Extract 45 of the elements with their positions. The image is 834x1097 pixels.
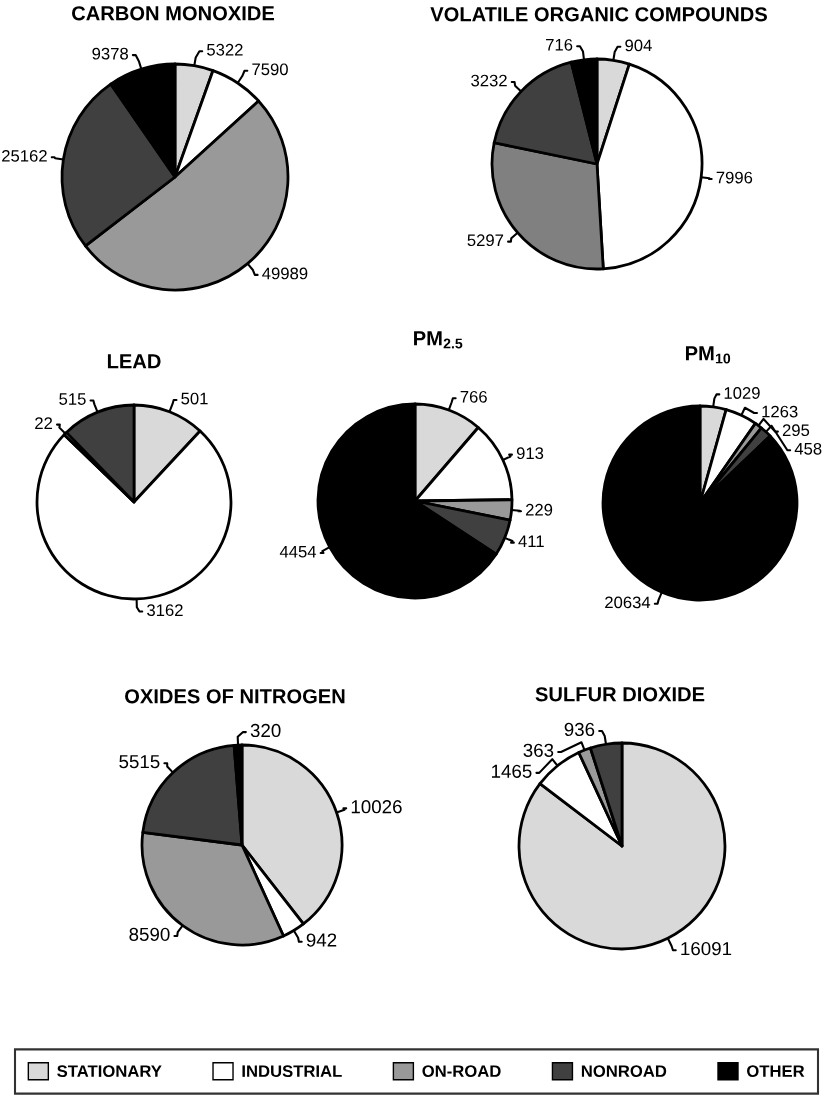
- legend-label: NONROAD: [581, 1065, 667, 1078]
- data-label: 9378: [92, 47, 128, 60]
- data-label: 229: [525, 503, 553, 516]
- data-label: 4454: [279, 545, 317, 558]
- chart-title: OXIDES OF NITROGEN: [125, 689, 345, 704]
- data-label: 295: [782, 424, 810, 437]
- data-label: 5297: [467, 234, 504, 247]
- data-label: 515: [59, 393, 86, 405]
- data-label: 913: [516, 447, 544, 460]
- legend-label: OTHER: [747, 1065, 805, 1078]
- data-label: 942: [306, 933, 337, 947]
- data-label: 411: [518, 535, 544, 547]
- chart-title: SULFUR DIOXIDE: [535, 687, 705, 702]
- data-label: 1029: [724, 387, 760, 399]
- data-label: 320: [250, 723, 281, 738]
- data-label: 10026: [351, 800, 402, 814]
- chart-title: CARBON MONOXIDE: [72, 6, 275, 21]
- data-label: 363: [523, 743, 554, 757]
- data-label: 5322: [207, 43, 243, 56]
- data-label: 7996: [716, 171, 753, 184]
- data-label: 3162: [147, 604, 183, 617]
- data-label: 936: [564, 722, 595, 737]
- data-label: 22: [35, 417, 53, 429]
- legend-label: ON-ROAD: [422, 1065, 501, 1078]
- chart-title: PM$_{10}$: [685, 346, 731, 364]
- legend-label: STATIONARY: [57, 1065, 162, 1078]
- data-label: 3232: [471, 74, 507, 87]
- data-label: 904: [625, 39, 652, 52]
- data-label: 766: [460, 390, 487, 403]
- data-label: 25162: [2, 149, 47, 162]
- data-label: 7590: [252, 63, 288, 76]
- data-label: 49989: [262, 267, 308, 280]
- data-label: 16091: [681, 942, 732, 956]
- data-label: 20634: [605, 596, 651, 609]
- chart-title: PM$_{2.5}$: [414, 331, 463, 349]
- data-label: 716: [546, 38, 573, 51]
- data-label: 5515: [119, 755, 160, 769]
- data-label: 8590: [129, 927, 170, 941]
- data-label: 458: [794, 442, 822, 455]
- data-label: 501: [181, 392, 208, 405]
- legend-label: INDUSTRIAL: [242, 1065, 342, 1078]
- chart-title: LEAD: [107, 354, 161, 369]
- data-label: 1465: [492, 764, 532, 778]
- data-label: 1263: [762, 405, 798, 418]
- chart-title: VOLATILE ORGANIC COMPOUNDS: [430, 7, 767, 22]
